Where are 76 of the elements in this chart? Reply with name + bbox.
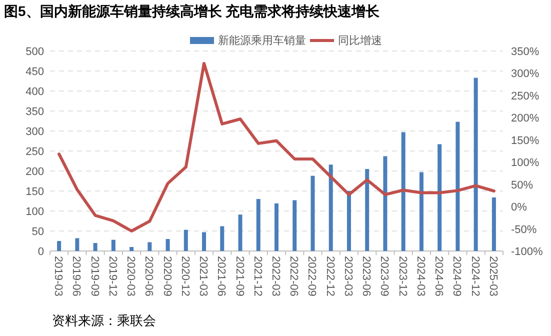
bar [111,240,116,251]
y2-tick-label: -50% [511,224,537,236]
x-tick-label: 2024-06 [432,256,445,296]
x-tick-label: 2022-03 [270,256,282,296]
y-tick-label: 500 [26,46,44,58]
y2-tick-label: 250% [511,90,540,102]
bar [75,238,80,251]
y2-tick-label: 200% [511,112,540,125]
bar [274,203,278,251]
bar [492,197,496,251]
y-tick-label: 150 [26,186,44,198]
bar [130,247,134,251]
y2-tick-label: 300% [511,68,540,80]
line-series [58,62,496,232]
bar [346,191,351,251]
y2-tick-label: 150% [511,134,540,147]
bar [238,214,242,251]
x-tick-label: 2022-06 [288,256,300,296]
y2-tick-label: 0% [511,202,528,214]
bar [328,164,333,251]
x-tick-label: 2024-09 [450,256,463,296]
x-tick-label: 2020-12 [178,256,191,296]
bar [438,144,442,251]
bar [365,169,370,251]
y2-tick-label: 100% [511,157,540,170]
x-tick-label: 2023-12 [396,256,408,296]
bar [256,199,260,251]
bar [292,200,297,251]
x-tick-label: 2021-06 [215,256,228,296]
bar [310,176,315,251]
bar [93,243,98,251]
legend-label: 新能源乘用车销量 [218,34,306,47]
y-tick-label: 450 [26,66,44,78]
bar [220,226,224,251]
y-tick-label: 300 [26,126,44,138]
x-tick-label: 2020-06 [142,256,155,296]
y-tick-label: 0 [38,246,44,258]
x-tick-label: 2022-09 [306,256,318,296]
x-tick-label: 2021-12 [251,256,264,296]
x-tick-label: 2023-09 [378,256,390,296]
x-tick-label: 2019-06 [70,256,82,296]
x-tick-label: 2019-03 [52,256,64,296]
x-tick-label: 2021-03 [197,256,210,296]
x-tick-label: 2019-09 [88,256,100,296]
y-tick-label: 100 [26,206,44,218]
x-tick-label: 2023-03 [342,256,354,296]
x-tick-label: 2024-03 [414,256,426,296]
y2-tick-label: 350% [511,46,540,58]
bar [401,132,406,251]
x-tick-label: 2024-12 [468,256,481,296]
y2-tick-label: -100% [511,246,544,258]
bar [202,232,206,251]
y-tick-label: 350 [26,106,44,118]
x-tick-label: 2020-09 [160,256,173,296]
x-tick-label: 2023-06 [360,256,372,296]
y2-tick-label: 50% [511,179,534,192]
legend-label: 同比增速 [338,34,382,47]
x-tick-label: 2022-12 [324,256,336,296]
bar [383,156,388,251]
x-tick-label: 2019-12 [106,256,118,296]
text: 资料来源：乘联会 [52,313,156,328]
bar [474,78,478,251]
bar [148,242,152,251]
x-tick-label: 2020-03 [124,256,137,296]
x-tick-label: 2021-09 [233,256,246,296]
bar [57,241,62,251]
chart-title: 图5、国内新能源车销量持续高增长 充电需求将持续快速增长 [4,3,381,19]
bar [166,239,170,251]
y-tick-label: 200 [26,166,44,178]
bar [456,122,460,251]
y-tick-label: 250 [26,146,44,158]
x-tick-label: 2025-03 [486,256,499,296]
bar [184,230,188,251]
y-tick-label: 400 [26,86,44,98]
y-tick-label: 50 [32,226,44,238]
bar [419,172,424,251]
